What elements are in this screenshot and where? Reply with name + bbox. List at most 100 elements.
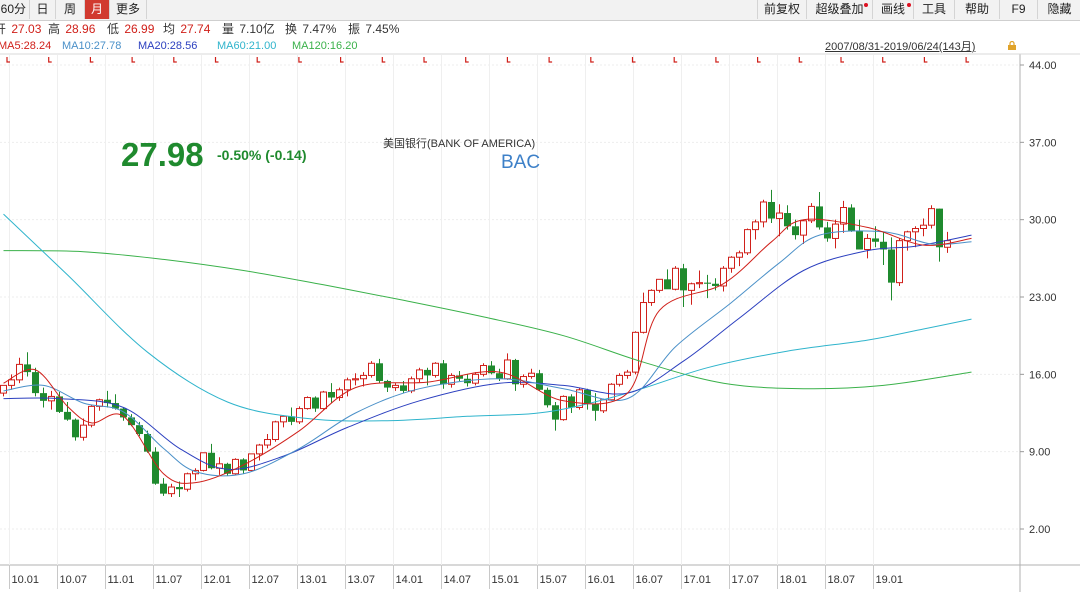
event-marker[interactable] xyxy=(548,57,553,63)
candle-body[interactable] xyxy=(648,289,655,304)
candle-body[interactable] xyxy=(288,416,295,422)
candle-body[interactable] xyxy=(880,241,887,250)
candle-body[interactable] xyxy=(176,487,183,490)
candle-body[interactable] xyxy=(536,373,543,390)
candle-body[interactable] xyxy=(392,384,399,389)
candle-body[interactable] xyxy=(40,393,47,401)
candle-body[interactable] xyxy=(368,362,375,376)
candle-body[interactable] xyxy=(784,213,791,227)
event-marker[interactable] xyxy=(256,57,261,63)
candle-body[interactable] xyxy=(752,221,759,231)
candle-body[interactable] xyxy=(184,473,191,490)
candle-body[interactable] xyxy=(696,282,703,285)
candle-body[interactable] xyxy=(264,439,271,446)
candle-body[interactable] xyxy=(640,302,647,333)
candle-body[interactable] xyxy=(920,224,927,230)
candle-body[interactable] xyxy=(712,283,719,286)
candle-body[interactable] xyxy=(440,363,447,385)
event-marker[interactable] xyxy=(506,57,511,63)
event-marker[interactable] xyxy=(298,57,302,63)
candle-body[interactable] xyxy=(72,419,79,438)
toolbar-button-1[interactable]: 超级叠加 xyxy=(806,0,872,19)
toolbar-button-5[interactable]: F9 xyxy=(999,0,1037,19)
candle-body[interactable] xyxy=(80,424,87,438)
event-marker[interactable] xyxy=(214,57,219,63)
candle-body[interactable] xyxy=(776,212,783,220)
period-tab-3[interactable]: 月 xyxy=(85,0,110,19)
candle-body[interactable] xyxy=(56,396,63,412)
candle-body[interactable] xyxy=(512,359,519,385)
candle-body[interactable] xyxy=(200,452,207,471)
candle-body[interactable] xyxy=(672,267,679,290)
event-marker[interactable] xyxy=(882,57,886,63)
candle-body[interactable] xyxy=(936,208,943,248)
toolbar-button-6[interactable]: 隐藏 xyxy=(1037,0,1080,19)
candle-body[interactable] xyxy=(24,364,31,373)
period-tab-0[interactable]: 60分 xyxy=(0,0,30,19)
candle-body[interactable] xyxy=(488,365,495,374)
period-tab-1[interactable]: 日 xyxy=(30,0,56,19)
candle-body[interactable] xyxy=(544,389,551,406)
event-marker[interactable] xyxy=(340,57,344,63)
candle-body[interactable] xyxy=(384,380,391,388)
candle-body[interactable] xyxy=(128,417,135,426)
candle-body[interactable] xyxy=(888,249,895,283)
candle-body[interactable] xyxy=(496,373,503,379)
candle-body[interactable] xyxy=(768,201,775,219)
candle-body[interactable] xyxy=(64,411,71,420)
candle-body[interactable] xyxy=(728,256,735,269)
event-marker[interactable] xyxy=(923,57,928,63)
candle-body[interactable] xyxy=(448,374,455,385)
candle-body[interactable] xyxy=(224,463,231,474)
candle-body[interactable] xyxy=(840,207,847,225)
candle-body[interactable] xyxy=(896,240,903,284)
candle-body[interactable] xyxy=(232,458,239,475)
candle-body[interactable] xyxy=(360,374,367,380)
event-marker[interactable] xyxy=(798,57,803,63)
event-marker[interactable] xyxy=(631,57,636,63)
candle-body[interactable] xyxy=(632,331,639,373)
event-marker[interactable] xyxy=(48,57,52,63)
candle-body[interactable] xyxy=(144,433,151,452)
candle-body[interactable] xyxy=(616,374,623,385)
candle-body[interactable] xyxy=(400,385,407,391)
event-marker[interactable] xyxy=(590,57,594,63)
event-marker[interactable] xyxy=(131,57,136,63)
candle-body[interactable] xyxy=(408,378,415,392)
candle-body[interactable] xyxy=(480,364,487,375)
candle-body[interactable] xyxy=(744,229,751,254)
toolbar-button-0[interactable]: 前复权 xyxy=(757,0,806,19)
candle-body[interactable] xyxy=(856,230,863,250)
candle-body[interactable] xyxy=(576,389,583,408)
candle-body[interactable] xyxy=(160,483,167,494)
candle-body[interactable] xyxy=(424,369,431,376)
candle-body[interactable] xyxy=(592,404,599,411)
candle-body[interactable] xyxy=(704,282,711,284)
event-marker[interactable] xyxy=(757,57,761,63)
candle-body[interactable] xyxy=(472,373,479,384)
candle-body[interactable] xyxy=(912,228,919,233)
event-marker[interactable] xyxy=(423,57,427,63)
event-marker[interactable] xyxy=(173,57,177,63)
candle-body[interactable] xyxy=(600,399,607,412)
candle-body[interactable] xyxy=(608,383,615,401)
candle-body[interactable] xyxy=(688,283,695,291)
candle-body[interactable] xyxy=(456,375,463,379)
candle-body[interactable] xyxy=(792,226,799,236)
candle-body[interactable] xyxy=(120,408,127,418)
candle-body[interactable] xyxy=(624,371,631,376)
lock-icon[interactable] xyxy=(1007,41,1017,50)
candle-body[interactable] xyxy=(864,237,871,250)
candle-body[interactable] xyxy=(336,389,343,399)
candle-body[interactable] xyxy=(0,384,7,394)
candle-body[interactable] xyxy=(344,379,351,391)
candle-body[interactable] xyxy=(680,268,687,291)
candle-body[interactable] xyxy=(928,208,935,226)
event-marker[interactable] xyxy=(6,57,10,63)
candle-body[interactable] xyxy=(320,391,327,410)
period-tab-2[interactable]: 周 xyxy=(56,0,85,19)
event-marker[interactable] xyxy=(673,57,678,63)
candle-body[interactable] xyxy=(352,378,359,381)
candle-body[interactable] xyxy=(416,369,423,380)
candle-body[interactable] xyxy=(104,399,111,404)
